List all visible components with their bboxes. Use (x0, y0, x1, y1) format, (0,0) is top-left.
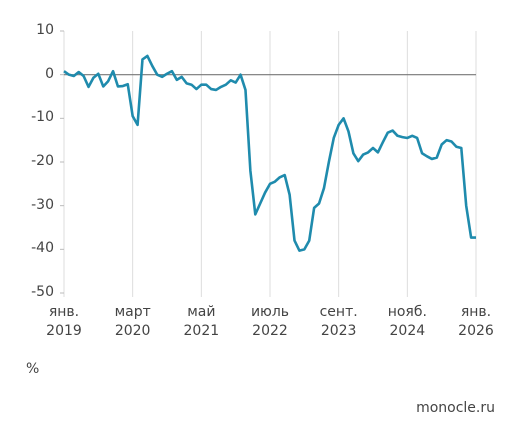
y-tick-label: 10 (36, 22, 54, 38)
x-tick-label: май 2021 (183, 304, 220, 339)
y-tick-label: -20 (31, 153, 54, 169)
x-tick-label: сент. 2023 (319, 304, 358, 339)
x-tick-label: нояб. 2024 (387, 304, 427, 339)
x-tick-label: янв. 2026 (458, 304, 494, 339)
x-tick-label: июль 2022 (250, 304, 290, 339)
y-tick-label: -50 (31, 284, 54, 300)
x-tick-label: март 2020 (114, 304, 151, 339)
y-tick-label: -40 (31, 240, 54, 257)
x-tick-label: янв. 2019 (46, 304, 82, 339)
data-line (63, 54, 476, 252)
y-tick-label: -10 (31, 109, 54, 126)
y-tick-label: -30 (31, 196, 54, 213)
source: monocle.ru (416, 400, 495, 416)
unit-label: % (26, 361, 40, 377)
y-tick-label: 0 (45, 65, 54, 82)
